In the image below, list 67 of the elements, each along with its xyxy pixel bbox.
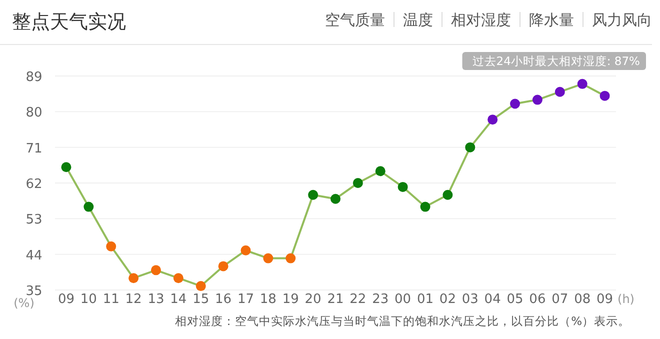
x-tick-label: 09 <box>58 292 74 307</box>
x-tick-label: 22 <box>350 292 366 307</box>
x-tick-label: 05 <box>506 292 524 307</box>
point <box>398 182 408 192</box>
point <box>196 281 206 292</box>
chart-title: 整点天气实况 <box>12 11 126 33</box>
text: 相对湿度：空气中实际水汽压与当时气温下的饱和水汽压之比，以百分比（%）表示。 <box>175 314 630 328</box>
point <box>106 241 116 252</box>
x-tick-label: 18 <box>260 292 276 307</box>
point <box>600 90 610 101</box>
x-tick-label: 09 <box>596 292 614 307</box>
text: 相对湿度 <box>451 11 511 29</box>
text: 过去24小时最大相对湿度: 87% <box>472 54 640 68</box>
x-tick-label: 15 <box>192 292 210 307</box>
x-tick-label: 11 <box>102 292 120 307</box>
x-tick-label: 04 <box>484 292 501 307</box>
y-tick-label: 53 <box>26 212 42 228</box>
y-tick-label: 80 <box>26 106 42 121</box>
x-tick-label: 08 <box>574 292 591 307</box>
x-tick-label: 17 <box>237 292 254 307</box>
x-tick-label: 19 <box>282 292 299 307</box>
point <box>128 273 139 284</box>
point <box>510 98 520 109</box>
text: 空气质量 <box>325 11 385 29</box>
x-tick-label: 21 <box>327 292 344 307</box>
point <box>84 202 94 212</box>
text: 温度 <box>403 11 433 29</box>
x-tick-label: 14 <box>170 292 187 307</box>
text: 降水量 <box>529 11 574 29</box>
point <box>420 202 430 212</box>
point <box>61 162 72 172</box>
x-tick-label: 20 <box>304 292 322 307</box>
y-axis-title: (%) <box>14 296 34 310</box>
point <box>352 178 363 188</box>
point <box>150 265 161 276</box>
x-tick-label: 13 <box>148 292 164 307</box>
point <box>240 245 251 256</box>
x-tick-label: 03 <box>462 292 478 307</box>
point <box>286 253 296 264</box>
x-tick-label: 00 <box>394 292 412 307</box>
point <box>173 273 184 284</box>
y-tick-label: 35 <box>26 284 42 299</box>
point <box>308 190 318 200</box>
point <box>442 190 453 200</box>
x-tick-label: 23 <box>372 292 389 307</box>
x-tick-label: 06 <box>529 292 546 307</box>
point <box>554 86 565 97</box>
point <box>218 261 228 272</box>
text: 风力风向 <box>592 11 652 29</box>
y-tick-label: 71 <box>26 141 42 156</box>
x-tick-label: 07 <box>552 292 568 307</box>
point <box>330 194 340 204</box>
y-tick-label: 44 <box>26 248 42 264</box>
y-tick-label: 62 <box>26 177 42 192</box>
point <box>263 253 274 264</box>
point <box>375 166 386 176</box>
x-tick-label: 16 <box>215 292 232 307</box>
y-tick-label: 89 <box>26 70 42 85</box>
point <box>577 78 588 89</box>
point <box>532 94 542 105</box>
x-tick-label: 01 <box>416 292 434 307</box>
x-tick-label: 10 <box>80 292 97 307</box>
point <box>465 142 476 152</box>
x-axis-title: (h) <box>618 292 634 306</box>
point <box>488 114 498 125</box>
x-tick-label: 02 <box>439 292 456 307</box>
x-tick-label: 12 <box>125 292 142 307</box>
